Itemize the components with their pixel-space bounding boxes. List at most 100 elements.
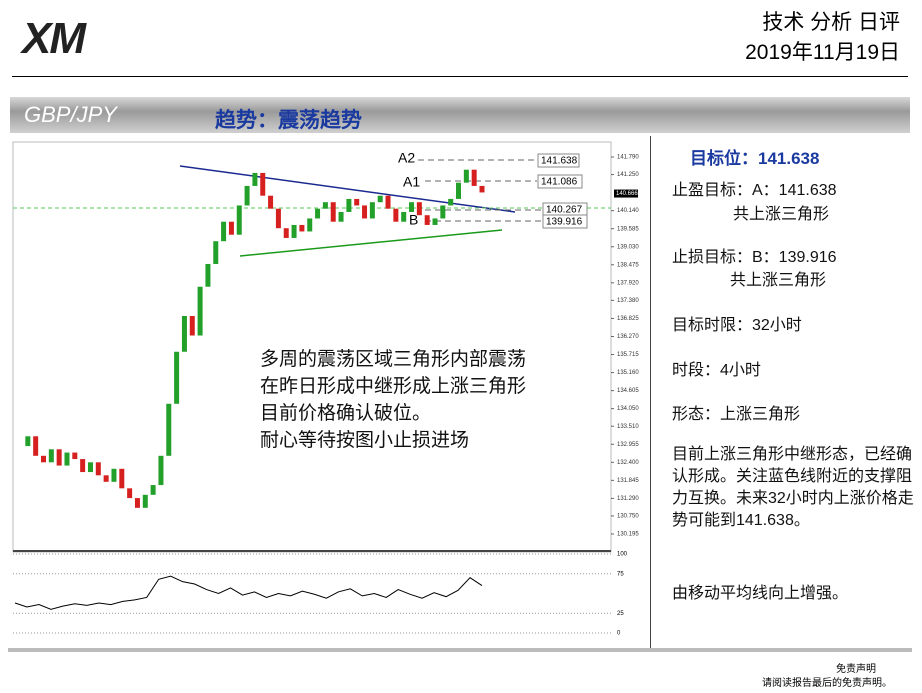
a1-label: A1 (403, 174, 420, 190)
candle (252, 172, 258, 186)
a1-price: 141.086 (541, 177, 578, 188)
candle (25, 436, 31, 447)
candle (260, 172, 266, 196)
y-tick-label: 137.920 (617, 280, 639, 286)
candle (166, 403, 172, 456)
overlay-line: 目前价格确认破位。 (260, 403, 432, 424)
candle (213, 241, 219, 264)
ma-note: 由移动平均线向上增强。 (672, 585, 849, 602)
b-price: 139.916 (546, 217, 583, 228)
candle (205, 263, 211, 287)
banner (10, 97, 910, 133)
candle (330, 202, 336, 222)
candle (448, 198, 454, 206)
candle (440, 205, 446, 219)
candle (315, 208, 321, 219)
candle (275, 208, 281, 229)
candle (463, 169, 469, 183)
rsi-tick-label: 100 (617, 552, 628, 558)
rsi-tick-label: 25 (617, 611, 624, 617)
candle (236, 205, 242, 235)
support-line (239, 229, 503, 257)
candle (221, 221, 227, 242)
price-box (542, 214, 588, 229)
candle (424, 215, 430, 225)
candle (228, 221, 234, 235)
stop-loss-note: 共上涨三角形 (730, 272, 827, 289)
candle (127, 488, 133, 499)
y-tick-label: 130.750 (617, 514, 639, 520)
candle (64, 452, 70, 466)
candle (244, 185, 250, 206)
rule (12, 76, 908, 77)
divider (650, 136, 651, 648)
candle (33, 436, 39, 456)
candle (40, 455, 46, 463)
y-tick-label: 133.510 (617, 424, 639, 430)
candle (432, 218, 438, 225)
a2-label: A2 (398, 150, 415, 166)
stop-loss: 止损目标：B：139.916 (672, 249, 837, 266)
mid-price: 140.267 (546, 205, 583, 216)
candle (111, 468, 117, 482)
candle (354, 198, 360, 206)
take-profit-note: 共上涨三角形 (733, 206, 830, 223)
y-tick-label: 140.140 (617, 208, 639, 214)
y-tick-label: 132.400 (617, 460, 639, 466)
y-tick-label: 132.955 (617, 442, 639, 448)
candle (299, 224, 305, 232)
candle (103, 475, 109, 482)
disclaimer-note: 请阅读报告最后的免责声明。 (762, 678, 892, 689)
y-tick-label: 137.380 (617, 298, 639, 304)
candle (150, 485, 156, 495)
y-tick-label: 138.475 (617, 262, 639, 268)
y-tick-label: 134.050 (617, 406, 639, 412)
disclaimer: 免责声明 (836, 664, 876, 675)
candle (283, 228, 289, 238)
candle (479, 185, 485, 193)
price-box (537, 174, 583, 189)
candle (174, 351, 180, 404)
rsi-line (14, 575, 483, 610)
report-date: 2019年11月19日 (745, 41, 900, 64)
y-tick-label: 136.825 (617, 316, 639, 322)
symbol: GBP/JPY (24, 102, 117, 127)
candle (416, 202, 422, 216)
last-price-label: 140.666 (616, 191, 638, 197)
y-tick-label: 139.030 (617, 244, 639, 250)
candle (80, 459, 86, 473)
logo: XM (22, 14, 86, 63)
candle (369, 202, 375, 219)
y-tick-label: 135.160 (617, 370, 639, 376)
candle (393, 208, 399, 222)
candle (142, 494, 148, 508)
y-tick-label: 131.290 (617, 496, 639, 502)
y-tick-label: 136.270 (617, 334, 639, 340)
take-profit: 止盈目标：A：141.638 (672, 182, 837, 199)
y-tick-label: 141.790 (617, 155, 639, 161)
report-title: 技术 分析 日评 (762, 11, 900, 34)
comment: 目前上涨三角形中继形态，已经确认形成。关注蓝色线附近的支撑阻力互换。未来32小时… (672, 446, 914, 529)
candle (181, 315, 187, 352)
rsi-tick-label: 75 (617, 571, 624, 577)
target: 目标位：141.638 (690, 149, 820, 168)
candle (95, 462, 101, 476)
candle (48, 449, 54, 463)
resistance-line (179, 165, 516, 213)
y-tick-label: 139.585 (617, 226, 639, 232)
candle (346, 198, 352, 212)
last-price-box (614, 189, 638, 198)
candle (72, 452, 78, 460)
candle (87, 462, 93, 473)
rsi-tick-label: 0 (617, 631, 621, 637)
candle (409, 202, 415, 212)
candle (338, 211, 344, 222)
candle (291, 224, 297, 238)
candle (197, 286, 203, 336)
y-tick-label: 135.715 (617, 352, 639, 358)
candle (385, 195, 391, 209)
footer-rule (8, 648, 912, 652)
candle (362, 205, 368, 219)
pattern: 形态：上涨三角形 (672, 406, 801, 423)
